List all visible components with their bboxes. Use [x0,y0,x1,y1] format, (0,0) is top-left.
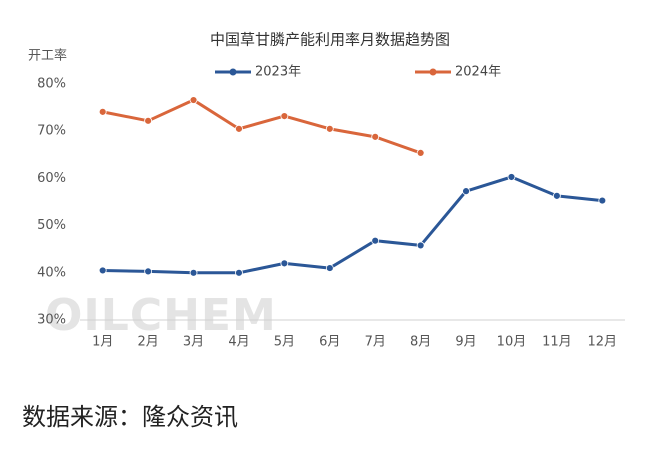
x-tick-label: 10月 [497,335,527,350]
y-tick-label: 70% [37,124,66,139]
x-tick-label: 3月 [183,335,204,350]
point [598,196,607,205]
point [325,264,334,272]
point [235,124,243,133]
point [325,124,334,133]
x-tick-label: 6月 [319,335,340,350]
watermark: OILCHEM [45,290,277,341]
x-tick-label: 2月 [137,335,158,350]
point [371,236,380,245]
point [507,173,516,181]
point [235,268,243,277]
x-tick-label: 5月 [274,335,295,350]
point [98,266,107,275]
x-tick-label: 8月 [410,335,431,350]
y-axis-label: 开工率 [28,48,67,64]
point [416,241,425,250]
x-tick-label: 4月 [228,335,249,350]
point [416,149,425,157]
point [144,267,153,276]
chart-title: 中国草甘膦产能利用率月数据趋势图 [210,31,450,49]
legend-label: 2024年 [455,65,501,80]
point [98,107,107,116]
y-tick-label: 80% [37,77,66,92]
legend-marker [429,68,437,76]
series-line [102,98,422,155]
x-tick-label: 11月 [542,335,572,350]
x-tick-label: 7月 [365,335,386,350]
legend-label: 2023年 [255,65,301,80]
y-tick-label: 50% [37,218,66,233]
point [189,96,198,104]
point [371,132,380,141]
point [552,191,561,200]
x-tick-label: 12月 [588,335,618,350]
point [280,259,289,268]
y-tick-label: 60% [37,171,66,186]
y-tick-label: 30% [37,313,66,328]
series-line [102,175,603,275]
y-tick-label: 40% [37,265,66,280]
source: 数据来源：隆众资讯 [22,403,238,431]
point [144,116,153,125]
x-tick-label: 9月 [455,335,476,350]
point [280,112,289,120]
point [462,187,470,196]
point [189,268,198,277]
legend-marker [229,68,237,76]
x-tick-label: 1月 [92,335,113,350]
